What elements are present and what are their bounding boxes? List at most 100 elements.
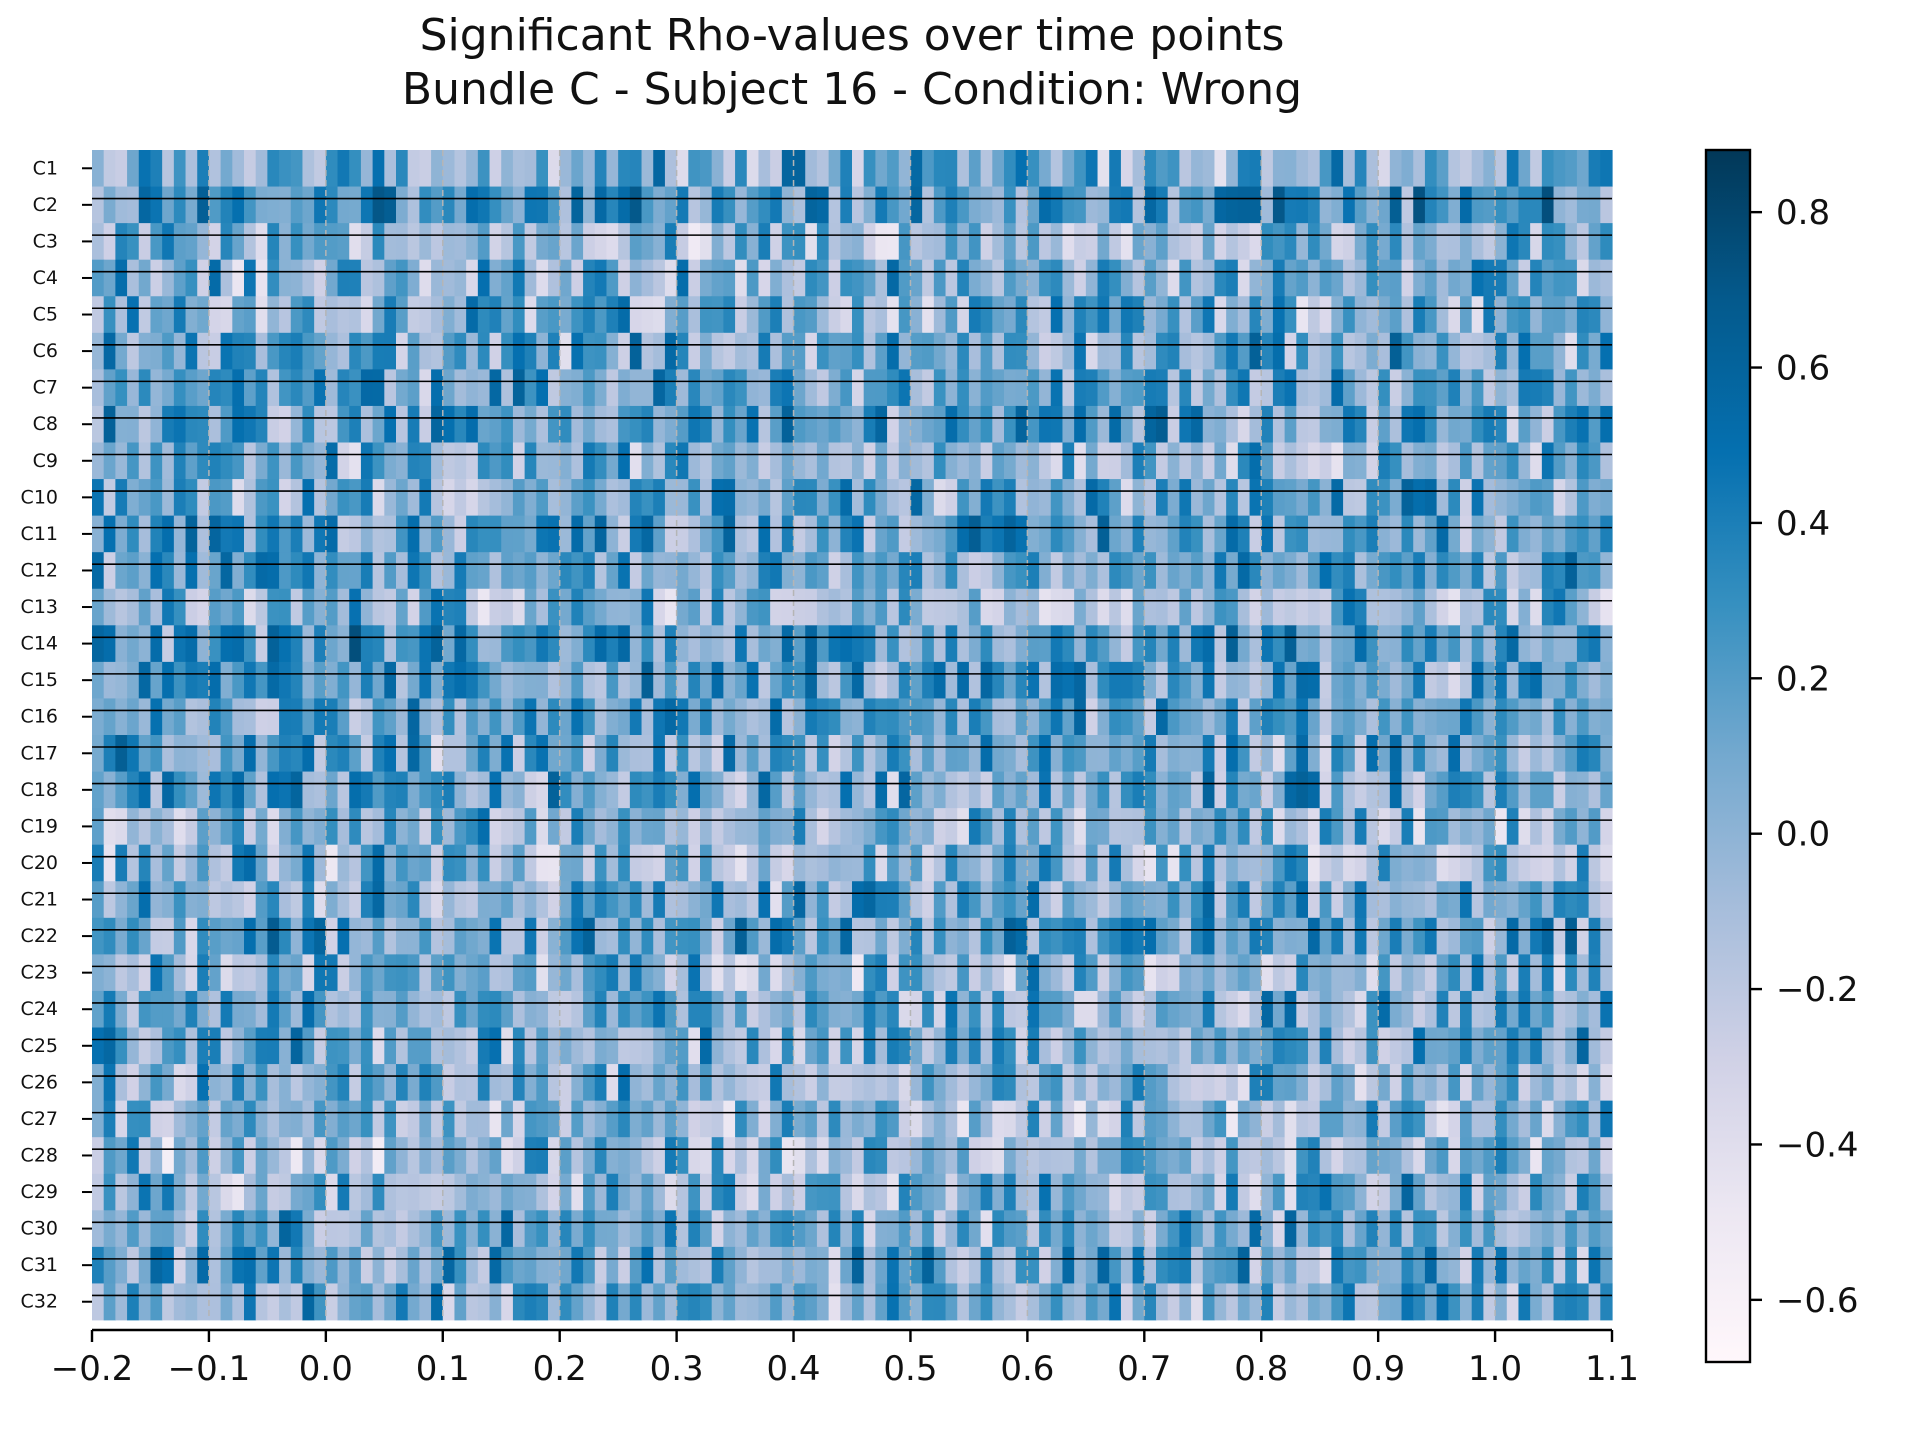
heatmap-cell [746,1173,760,1211]
heatmap-cell [723,588,736,626]
heatmap-cell [524,808,537,846]
heatmap-cell [1471,661,1484,699]
heatmap-cell [711,698,724,736]
heatmap-cell [957,1246,970,1284]
heatmap-cell [828,515,841,553]
heatmap-cell [700,405,713,443]
heatmap-cell [442,150,456,187]
heatmap-cell [664,1210,678,1248]
heatmap-cell [1167,990,1180,1028]
heatmap-cell [1541,296,1555,334]
heatmap-cell [1518,808,1531,846]
heatmap-cell [559,223,572,261]
heatmap-cell [1424,332,1438,370]
heatmap-cell [1436,1210,1449,1248]
y-tick-label: C29 [21,1181,58,1203]
heatmap-cell [1015,735,1028,772]
heatmap-cell [1156,1100,1169,1138]
heatmap-cell [372,881,385,919]
heatmap-cell [138,1210,152,1248]
heatmap-cell [489,332,502,370]
heatmap-cell [185,881,198,919]
heatmap-cell [1389,369,1403,407]
heatmap-cell [349,552,362,590]
heatmap-cell [571,1210,584,1248]
heatmap-cell [1085,1283,1099,1321]
heatmap-cell [1249,186,1262,224]
heatmap-cell [173,917,187,955]
heatmap-cell [945,1100,958,1138]
heatmap-cell [816,661,830,699]
heatmap-cell [571,698,584,736]
heatmap-cell [1202,515,1216,553]
heatmap-cell [337,1283,350,1321]
heatmap-cell [349,442,362,480]
heatmap-cell [1237,515,1251,553]
heatmap-cell [933,552,947,590]
heatmap-cell [302,990,315,1028]
heatmap-cell [1588,735,1601,772]
heatmap-cell [1413,296,1426,334]
heatmap-cell [1553,1027,1566,1065]
heatmap-cell [1120,990,1134,1028]
heatmap-cell [1109,698,1122,736]
heatmap-cell [770,844,783,882]
heatmap-cell [594,698,608,736]
heatmap-cell [1378,1027,1391,1065]
heatmap-cell [1588,588,1601,626]
heatmap-cell [968,1283,982,1321]
heatmap-cell [208,844,222,882]
heatmap-cell [1062,1210,1075,1248]
heatmap-cell [115,808,128,846]
heatmap-cell [1097,186,1110,224]
heatmap-cell [290,917,304,955]
heatmap-cell [1261,661,1274,699]
heatmap-cell [1460,954,1473,992]
heatmap-cell [1495,735,1508,772]
heatmap-cell [898,442,912,480]
heatmap-cell [314,917,327,955]
heatmap-cell [466,661,479,699]
heatmap-cell [1460,990,1473,1028]
heatmap-cell [746,881,760,919]
heatmap-cell [606,369,619,407]
heatmap-cell [735,479,748,517]
heatmap-cell [407,844,420,882]
heatmap-cell [840,771,853,809]
heatmap-cell [1237,844,1251,882]
heatmap-cell [1167,588,1180,626]
heatmap-cell [279,405,292,443]
heatmap-cell [1576,661,1590,699]
heatmap-cell [1237,442,1251,480]
heatmap-cell [115,588,128,626]
heatmap-cell [208,552,222,590]
heatmap-cell [1530,698,1543,736]
heatmap-cell [1389,1027,1403,1065]
heatmap-cell [1085,735,1099,772]
heatmap-cell [676,990,689,1028]
heatmap-cell [255,223,268,261]
heatmap-cell [384,479,397,517]
heatmap-cell [442,661,456,699]
heatmap-cell [1576,881,1590,919]
heatmap-cell [887,1173,900,1211]
heatmap-cell [150,552,163,590]
heatmap-cell [1541,479,1555,517]
heatmap-cell [138,990,152,1028]
heatmap-cell [1518,515,1531,553]
heatmap-cell [1074,661,1087,699]
heatmap-cell [501,917,514,955]
heatmap-cell [664,661,678,699]
heatmap-cell [1483,735,1496,772]
heatmap-cell [1565,479,1578,517]
heatmap-cell [1202,1027,1216,1065]
heatmap-cell [267,808,280,846]
heatmap-cell [1471,881,1484,919]
heatmap-cell [723,552,736,590]
heatmap-cell [1214,1137,1227,1175]
heatmap-cell [933,771,947,809]
heatmap-cell [898,1027,912,1065]
heatmap-cell [1495,405,1508,443]
heatmap-cell [1284,1210,1297,1248]
heatmap-cell [372,661,385,699]
